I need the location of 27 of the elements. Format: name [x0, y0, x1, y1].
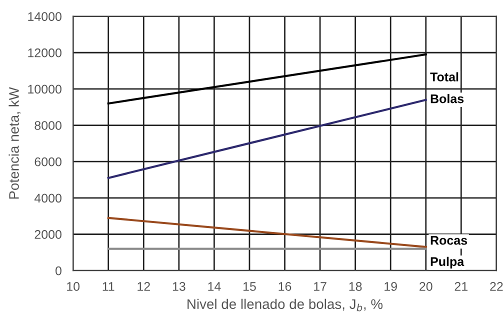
y-tick-label: 0	[56, 266, 62, 276]
x-tick-label: 16	[278, 282, 292, 291]
y-tick-label: 2000	[34, 230, 62, 239]
x-tick-label: 22	[490, 282, 503, 291]
x-tick-label: 17	[314, 282, 326, 291]
x-tick-label: 18	[349, 282, 362, 291]
series-label: Bolas	[430, 94, 464, 104]
series-label: Total	[430, 72, 458, 82]
x-axis-title: Nivel de llenado de bolas, J$_{b}$, %	[188, 298, 383, 312]
y-tick-label: 14000	[28, 12, 62, 21]
y-tick-label: 4000	[34, 194, 62, 203]
y-tick-label: 8000	[34, 121, 62, 130]
y-tick-label: 10000	[28, 84, 62, 94]
series-label: Rocas	[430, 236, 468, 245]
series-label: Pulpa	[430, 256, 464, 268]
x-tick-label: 10	[67, 282, 80, 291]
x-tick-label: 12	[138, 282, 150, 291]
y-tick-label: 6000	[34, 157, 62, 166]
x-tick-label: 20	[420, 282, 432, 291]
y-tick-label: 12000	[28, 48, 62, 58]
y-axis-title: Potencia neta, kW	[8, 87, 21, 199]
x-tick-label: 14	[208, 282, 221, 291]
x-tick-label: 21	[454, 282, 468, 291]
x-tick-label: 15	[243, 282, 256, 291]
x-tick-label: 13	[172, 282, 186, 291]
x-tick-label: 19	[384, 282, 397, 291]
x-tick-label: 11	[102, 282, 114, 291]
